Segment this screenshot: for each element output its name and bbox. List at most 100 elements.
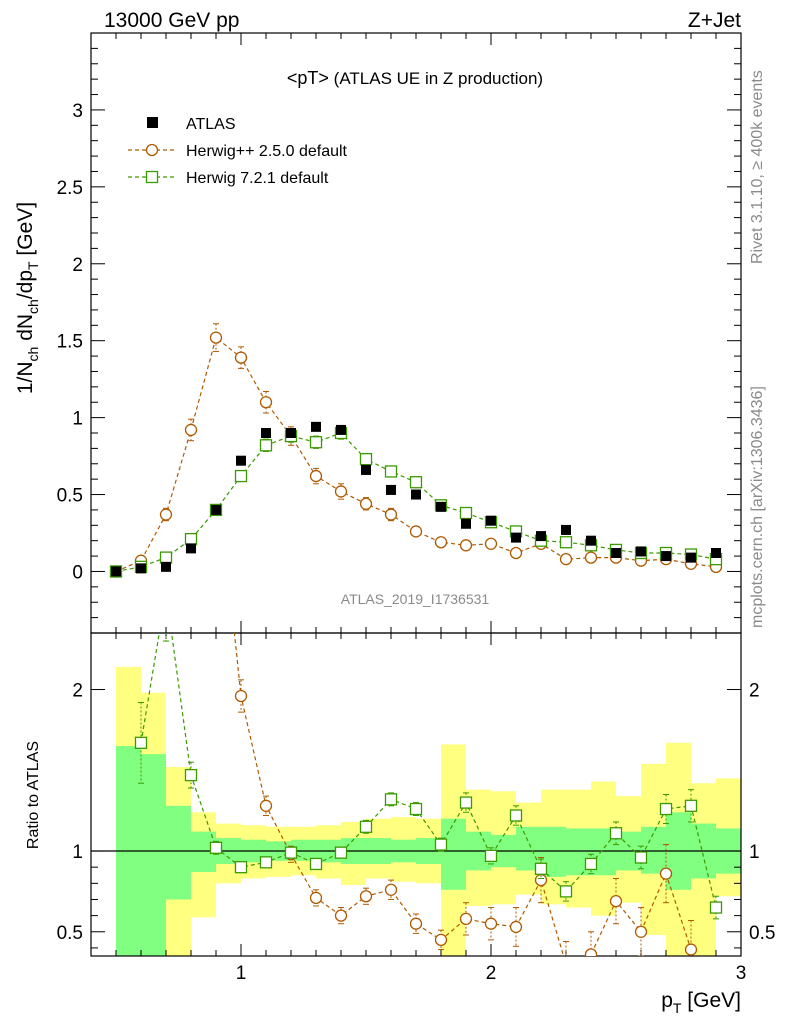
ratio-herwig7-point [259, 856, 273, 869]
herwig7-point [159, 551, 173, 564]
ratio-herwigpp-point [309, 891, 323, 905]
atlas-point [136, 563, 146, 574]
herwig7-line [115, 432, 717, 573]
ratio-herwig7-point [309, 857, 323, 871]
herwigpp-point [259, 396, 273, 409]
header-right: Z+Jet [688, 9, 741, 32]
ylabel-part-3: ch [25, 299, 41, 314]
atlas-point [686, 552, 696, 563]
atlas-point [111, 566, 121, 577]
herwigpp-point [459, 539, 473, 552]
ratio-herwigpp-point [509, 920, 523, 934]
herwig7-point [409, 476, 423, 489]
y-tick-label: 3 [72, 101, 83, 122]
herwigpp-point [209, 331, 223, 344]
ratio-y-tick-label: 0.5 [57, 923, 83, 944]
y-tick-label: 0.5 [57, 486, 83, 507]
ratio-herwig7-point [559, 885, 573, 898]
ratio-herwig7-point [434, 838, 448, 851]
title-sub: (ATLAS UE in Z production) [334, 69, 543, 88]
main-panel: 0 0.5 1 1.5 2 2.5 3 [57, 32, 742, 634]
x-tick-label: 1 [236, 963, 247, 984]
ratio-herwig7-point [709, 901, 723, 914]
xlabel-main: p [661, 989, 673, 1012]
herwig7-point [359, 453, 373, 466]
atlas-point [311, 421, 321, 432]
legend-label-herwig7: Herwig 7.2.1 default [186, 170, 329, 187]
y-tick-label: 1.5 [57, 332, 83, 353]
atlas-point [186, 543, 196, 554]
herwig7-point [559, 536, 573, 549]
y-tick-label: 1 [72, 409, 83, 430]
ratio-herwig7-point [384, 793, 398, 806]
legend-entry-herwig7: Herwig 7.2.1 default [128, 170, 329, 187]
herwigpp-point [334, 485, 348, 498]
plot-title: <pT> (ATLAS UE in Z production) [287, 68, 543, 88]
ratio-herwig7-point [161, 587, 172, 598]
main-ylabel: 1/Nch dNch/dpT [GeV] [14, 202, 41, 394]
atlas-point [361, 464, 371, 475]
band-green [641, 826, 666, 874]
ratio-herwig7-point [534, 862, 548, 875]
ratio-y-tick-label-right: 2 [749, 681, 760, 702]
herwigpp-point [159, 508, 173, 521]
legend-entry-herwigpp: Herwig++ 2.5.0 default [128, 143, 348, 160]
ratio-herwigpp-point [561, 959, 572, 970]
ratio-herwig7-point [634, 851, 648, 864]
ratio-herwig7-point [684, 799, 698, 812]
herwig7-point [384, 465, 398, 478]
ratio-herwig7-point [584, 857, 598, 871]
legend-marker-atlas [147, 117, 158, 128]
ratio-herwigpp-point [634, 925, 648, 938]
ratio-series-group [134, 587, 723, 970]
ratio-herwig7-point [334, 846, 348, 859]
ratio-herwigpp-point [659, 867, 673, 880]
ratio-herwigpp-point [684, 943, 698, 956]
atlas-point [611, 548, 621, 558]
ratio-herwigpp-point [234, 689, 248, 703]
ylabel-part-4: /dp [14, 270, 37, 299]
xlabel-unit: [GeV] [681, 989, 741, 1012]
atlas-point [711, 548, 721, 558]
xlabel-sub: T [673, 1000, 682, 1016]
herwig7-point [259, 439, 273, 452]
atlas-point [486, 515, 496, 526]
atlas-point [211, 504, 221, 515]
atlas-point [586, 535, 596, 546]
atlas-point [561, 524, 571, 535]
atlas-point [461, 518, 471, 529]
ratio-y-tick-label-right: 1 [749, 842, 760, 863]
ratio-herwig7-point [659, 802, 673, 816]
ratio-y-tick-label: 2 [72, 681, 83, 702]
herwig7-point [184, 533, 198, 546]
ratio-herwig7-point [359, 820, 373, 833]
ratio-herwig7-point [134, 736, 148, 749]
herwigpp-point [484, 537, 498, 550]
legend-entry-atlas: ATLAS [147, 116, 236, 133]
herwigpp-point [509, 546, 523, 560]
ylabel-part-1: ch [25, 347, 41, 362]
legend-label-herwigpp: Herwig++ 2.5.0 default [186, 143, 348, 160]
atlas-point [536, 531, 546, 542]
xlabel: pT [GeV] [661, 989, 741, 1016]
herwig7-point [309, 436, 323, 449]
ratio-herwigpp-point [584, 948, 598, 956]
atlas-point [236, 455, 246, 466]
ratio-herwig7-point [284, 846, 298, 859]
ratio-herwig7-point [209, 841, 223, 854]
herwigpp-point [434, 536, 448, 549]
ratio-herwigpp-point [259, 799, 273, 812]
ratio-herwig7-point [459, 796, 473, 809]
ylabel-part-6: [GeV] [14, 202, 37, 262]
mcplots-label: mcplots.cern.ch [arXiv:1306.3436] [749, 386, 766, 628]
atlas-point [411, 489, 421, 500]
ratio-herwigpp-point [384, 883, 398, 896]
ratio-y-tick-label-right: 0.5 [749, 923, 775, 944]
ratio-herwigpp-point [609, 894, 623, 908]
herwigpp-point [184, 423, 198, 437]
ylabel-part-2: dN [14, 314, 37, 347]
herwigpp-point [409, 525, 423, 538]
atlas-point [386, 484, 396, 495]
atlas-point [336, 424, 346, 435]
atlas-point [161, 561, 171, 572]
